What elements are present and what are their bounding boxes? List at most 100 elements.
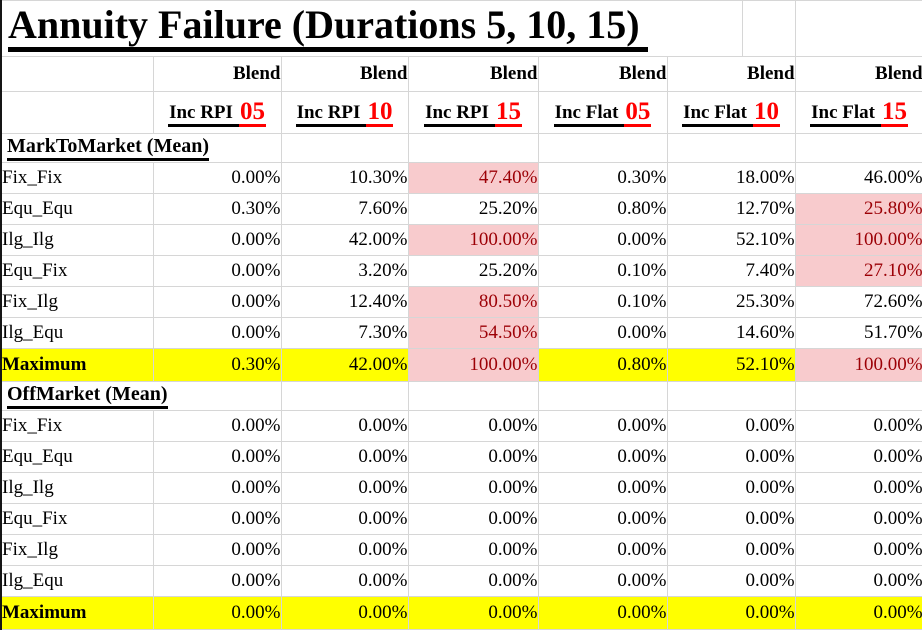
empty-cell[interactable] <box>794 0 922 57</box>
blend-group-header-4[interactable]: Blend <box>666 56 796 92</box>
value-cell[interactable]: 0.00% <box>407 472 539 504</box>
value-cell[interactable]: 0.00% <box>152 410 282 442</box>
empty-cell[interactable] <box>280 133 409 163</box>
row-label-cell[interactable]: Fix_Ilg <box>0 534 154 566</box>
section-header-cell[interactable]: OffMarket (Mean) <box>0 381 282 411</box>
value-cell[interactable]: 0.00% <box>152 224 282 256</box>
value-cell[interactable]: 0.00% <box>280 410 409 442</box>
value-cell[interactable]: 47.40% <box>407 162 539 194</box>
value-cell[interactable]: 25.30% <box>666 286 796 318</box>
value-cell[interactable]: 0.00% <box>280 441 409 473</box>
value-cell[interactable]: 0.00% <box>666 410 796 442</box>
value-cell[interactable]: 0.00% <box>666 534 796 566</box>
row-label-cell[interactable]: Equ_Equ <box>0 441 154 473</box>
column-header-4[interactable]: Inc Flat 10 <box>666 91 796 134</box>
value-cell[interactable]: 0.00% <box>537 410 668 442</box>
empty-cell[interactable] <box>280 381 409 411</box>
column-header-0[interactable]: Inc RPI 05 <box>152 91 282 134</box>
blend-group-header-5[interactable]: Blend <box>794 56 922 92</box>
row-label-cell[interactable]: Fix_Ilg <box>0 286 154 318</box>
row-label-cell[interactable]: Maximum <box>0 596 154 630</box>
blend-group-header-3[interactable]: Blend <box>537 56 668 92</box>
value-cell[interactable]: 0.00% <box>794 410 922 442</box>
value-cell[interactable]: 0.00% <box>537 565 668 597</box>
value-cell[interactable]: 0.80% <box>537 348 668 382</box>
value-cell[interactable]: 72.60% <box>794 286 922 318</box>
value-cell[interactable]: 0.00% <box>407 441 539 473</box>
value-cell[interactable]: 0.00% <box>794 503 922 535</box>
value-cell[interactable]: 0.10% <box>537 255 668 287</box>
value-cell[interactable]: 100.00% <box>794 348 922 382</box>
value-cell[interactable]: 7.40% <box>666 255 796 287</box>
empty-cell[interactable] <box>666 133 796 163</box>
row-label-cell[interactable]: Ilg_Equ <box>0 317 154 349</box>
value-cell[interactable]: 0.00% <box>407 565 539 597</box>
row-label-cell[interactable]: Ilg_Ilg <box>0 472 154 504</box>
value-cell[interactable]: 25.80% <box>794 193 922 225</box>
value-cell[interactable]: 0.00% <box>537 441 668 473</box>
value-cell[interactable]: 100.00% <box>794 224 922 256</box>
empty-cell[interactable] <box>537 381 668 411</box>
value-cell[interactable]: 0.00% <box>794 472 922 504</box>
row-label-cell[interactable]: Fix_Fix <box>0 410 154 442</box>
value-cell[interactable]: 0.00% <box>666 441 796 473</box>
empty-cell[interactable] <box>0 91 154 134</box>
empty-cell[interactable] <box>794 381 922 411</box>
column-header-2[interactable]: Inc RPI 15 <box>407 91 539 134</box>
blend-group-header-0[interactable]: Blend <box>152 56 282 92</box>
value-cell[interactable]: 0.00% <box>152 255 282 287</box>
row-label-cell[interactable]: Fix_Fix <box>0 162 154 194</box>
title-cell[interactable]: Annuity Failure (Durations 5, 10, 15) <box>0 0 796 57</box>
empty-cell[interactable] <box>407 133 539 163</box>
value-cell[interactable]: 54.50% <box>407 317 539 349</box>
value-cell[interactable]: 0.00% <box>666 503 796 535</box>
value-cell[interactable]: 0.00% <box>280 565 409 597</box>
value-cell[interactable]: 0.00% <box>794 534 922 566</box>
value-cell[interactable]: 12.70% <box>666 193 796 225</box>
value-cell[interactable]: 0.00% <box>152 441 282 473</box>
value-cell[interactable]: 0.00% <box>537 534 668 566</box>
section-header-cell[interactable]: MarkToMarket (Mean) <box>0 133 282 163</box>
value-cell[interactable]: 7.30% <box>280 317 409 349</box>
value-cell[interactable]: 0.00% <box>794 565 922 597</box>
value-cell[interactable]: 100.00% <box>407 348 539 382</box>
value-cell[interactable]: 42.00% <box>280 224 409 256</box>
row-label-cell[interactable]: Equ_Equ <box>0 193 154 225</box>
value-cell[interactable]: 25.20% <box>407 255 539 287</box>
value-cell[interactable]: 0.00% <box>152 286 282 318</box>
row-label-cell[interactable]: Ilg_Ilg <box>0 224 154 256</box>
empty-cell[interactable] <box>666 381 796 411</box>
value-cell[interactable]: 46.00% <box>794 162 922 194</box>
value-cell[interactable]: 0.00% <box>666 472 796 504</box>
row-label-cell[interactable]: Equ_Fix <box>0 503 154 535</box>
value-cell[interactable]: 0.00% <box>280 534 409 566</box>
column-header-3[interactable]: Inc Flat 05 <box>537 91 668 134</box>
column-header-1[interactable]: Inc RPI 10 <box>280 91 409 134</box>
value-cell[interactable]: 0.00% <box>537 596 668 630</box>
value-cell[interactable]: 0.00% <box>280 472 409 504</box>
value-cell[interactable]: 27.10% <box>794 255 922 287</box>
value-cell[interactable]: 51.70% <box>794 317 922 349</box>
value-cell[interactable]: 7.60% <box>280 193 409 225</box>
value-cell[interactable]: 0.00% <box>794 441 922 473</box>
value-cell[interactable]: 25.20% <box>407 193 539 225</box>
value-cell[interactable]: 0.00% <box>537 224 668 256</box>
row-label-cell[interactable]: Equ_Fix <box>0 255 154 287</box>
value-cell[interactable]: 0.00% <box>152 317 282 349</box>
value-cell[interactable]: 0.00% <box>794 596 922 630</box>
empty-cell[interactable] <box>0 56 154 92</box>
row-label-cell[interactable]: Ilg_Equ <box>0 565 154 597</box>
value-cell[interactable]: 0.00% <box>407 534 539 566</box>
value-cell[interactable]: 0.00% <box>152 472 282 504</box>
value-cell[interactable]: 42.00% <box>280 348 409 382</box>
value-cell[interactable]: 18.00% <box>666 162 796 194</box>
value-cell[interactable]: 10.30% <box>280 162 409 194</box>
value-cell[interactable]: 0.00% <box>407 410 539 442</box>
empty-cell[interactable] <box>407 381 539 411</box>
value-cell[interactable]: 14.60% <box>666 317 796 349</box>
row-label-cell[interactable]: Maximum <box>0 348 154 382</box>
value-cell[interactable]: 0.00% <box>666 596 796 630</box>
value-cell[interactable]: 0.10% <box>537 286 668 318</box>
value-cell[interactable]: 0.00% <box>152 162 282 194</box>
value-cell[interactable]: 0.30% <box>152 193 282 225</box>
